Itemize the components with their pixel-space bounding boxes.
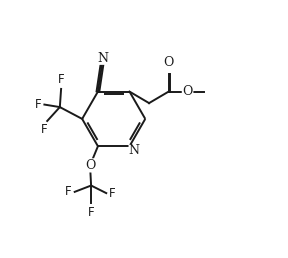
Text: F: F: [35, 98, 41, 111]
Text: O: O: [85, 159, 95, 172]
Text: F: F: [109, 187, 116, 200]
Text: O: O: [182, 85, 193, 98]
Text: N: N: [97, 52, 108, 65]
Text: O: O: [164, 56, 174, 69]
Text: F: F: [58, 73, 65, 86]
Text: N: N: [128, 144, 139, 157]
Text: F: F: [88, 206, 94, 219]
Text: F: F: [65, 185, 72, 198]
Text: F: F: [41, 124, 48, 136]
